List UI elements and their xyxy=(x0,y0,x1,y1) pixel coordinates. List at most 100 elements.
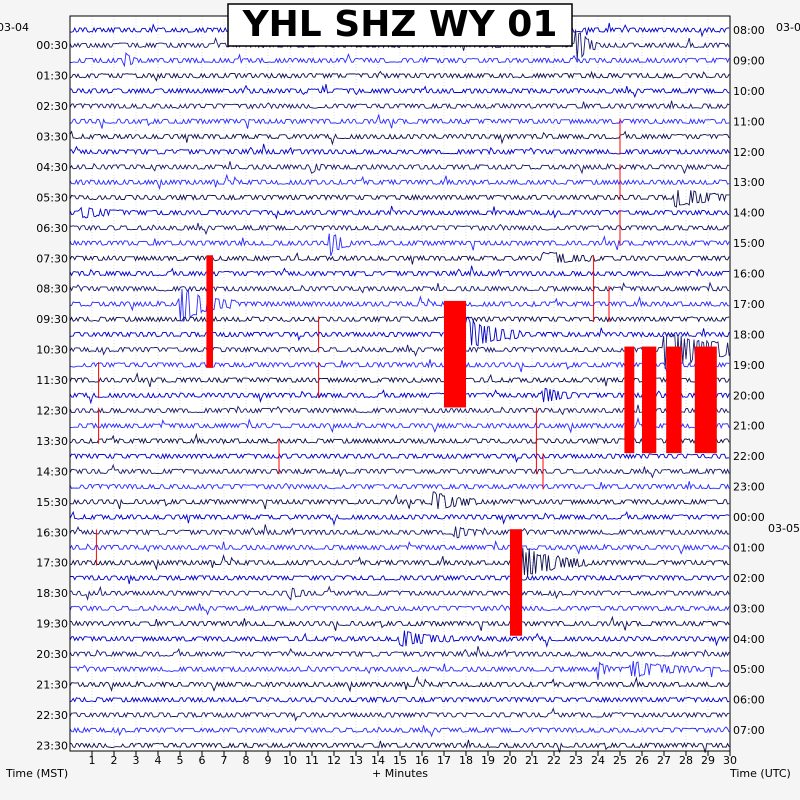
right-time-label: 04:00 xyxy=(733,633,765,646)
trace-line xyxy=(69,574,730,585)
left-time-label: 16:30 xyxy=(36,526,68,539)
left-time-label: 20:30 xyxy=(36,648,68,661)
trace-line xyxy=(70,615,730,631)
left-time-label: 02:30 xyxy=(36,100,68,113)
right-time-label: 16:00 xyxy=(733,268,765,281)
right-time-label: 21:00 xyxy=(733,420,765,433)
trace-line xyxy=(69,372,730,388)
x-tick-label: 23 xyxy=(569,754,583,767)
x-tick-label: 19 xyxy=(481,754,495,767)
right-time-label: 06:00 xyxy=(733,694,765,707)
trace-line xyxy=(69,205,730,220)
trace-line xyxy=(69,130,730,146)
left-time-label: 08:30 xyxy=(36,283,68,296)
trace-line xyxy=(69,725,730,738)
trace-line xyxy=(69,222,730,236)
left-time-label: 19:30 xyxy=(36,618,68,631)
x-tick-label: 14 xyxy=(371,754,385,767)
right-time-label: 18:00 xyxy=(733,328,765,341)
right-time-label: 09:00 xyxy=(733,54,765,67)
x-tick-label: 4 xyxy=(155,754,162,767)
right-time-label: 11:00 xyxy=(733,115,765,128)
left-time-label: 17:30 xyxy=(36,557,68,570)
right-time-label: 13:00 xyxy=(733,176,765,189)
trace-line xyxy=(69,675,730,693)
left-time-label: 23:30 xyxy=(36,739,68,752)
x-tick-label: 15 xyxy=(393,754,407,767)
left-time-label: 03:30 xyxy=(36,131,68,144)
trace-line xyxy=(69,585,730,602)
left-time-label: 12:30 xyxy=(36,405,68,418)
x-tick-label: 10 xyxy=(283,754,297,767)
x-tick-label: 9 xyxy=(265,754,272,767)
trace-line xyxy=(69,70,730,82)
trace-line xyxy=(69,661,730,680)
trace-line xyxy=(69,100,730,110)
trace-line xyxy=(69,739,730,753)
x-tick-label: 6 xyxy=(199,754,206,767)
right-time-label: 15:00 xyxy=(733,237,765,250)
x-tick-label: 16 xyxy=(415,754,429,767)
left-time-label: 00:30 xyxy=(36,39,68,52)
trace-line xyxy=(69,540,730,555)
trace-line xyxy=(69,143,730,156)
left-time-label: 09:30 xyxy=(36,313,68,326)
minute-grid xyxy=(91,16,709,751)
trace-line xyxy=(69,696,730,704)
right-time-labels: 08:00 09:00 10:00 11:00 12:00 13:00 14:00 15:00… xyxy=(733,24,765,737)
right-time-label: 07:00 xyxy=(733,724,765,737)
trace-line xyxy=(69,251,730,265)
trace-line xyxy=(69,547,730,581)
trace-line xyxy=(69,524,730,539)
right-time-label: 22:00 xyxy=(733,450,765,463)
x-tick-label: 25 xyxy=(613,754,627,767)
trace-line xyxy=(69,315,730,323)
left-time-labels: 00:30 01:30 02:30 03:30 04:30 05:30 06:30 07:30… xyxy=(36,39,68,752)
trace-line xyxy=(69,265,730,278)
trace-line xyxy=(69,359,730,373)
trace-line xyxy=(69,233,730,257)
date-right-mid: 03-05 xyxy=(768,522,800,535)
left-time-label: 11:30 xyxy=(36,374,68,387)
date-right-top: 03-0 xyxy=(776,21,800,34)
right-axis-title: Time (UTC) xyxy=(729,767,791,780)
right-time-label: 03:00 xyxy=(733,602,765,615)
right-time-label: 12:00 xyxy=(733,146,765,159)
trace-line xyxy=(69,646,730,658)
x-tick-label: 27 xyxy=(657,754,671,767)
right-time-label: 01:00 xyxy=(733,541,765,554)
title-box xyxy=(227,3,573,47)
x-tick-label: 29 xyxy=(701,754,715,767)
clipped-block xyxy=(444,300,466,408)
x-tick-label: 20 xyxy=(503,754,517,767)
left-time-label: 10:30 xyxy=(36,344,68,357)
trace-line xyxy=(70,52,730,68)
trace-line xyxy=(69,161,730,175)
left-time-label: 21:30 xyxy=(36,678,68,691)
trace-line xyxy=(69,29,730,61)
right-time-label: 00:00 xyxy=(733,511,765,524)
trace-line xyxy=(69,288,730,322)
x-tick-label: 12 xyxy=(327,754,341,767)
clipped-block xyxy=(694,346,717,454)
left-time-label: 15:30 xyxy=(36,496,68,509)
trace-line xyxy=(69,173,730,191)
x-tick-label: 1 xyxy=(89,754,96,767)
x-tick-labels: 1 2 3 4 5 6 7 8 9 10 11 12 13 14 15 16 17 18 19 20 21 22 23 24 2… xyxy=(89,751,737,767)
x-tick-label: 8 xyxy=(243,754,250,767)
left-time-label: 05:30 xyxy=(36,191,68,204)
x-tick-label: 17 xyxy=(437,754,451,767)
left-time-label: 04:30 xyxy=(36,161,68,174)
right-time-label: 19:00 xyxy=(733,359,765,372)
right-time-label: 20:00 xyxy=(733,389,765,402)
left-time-label: 18:30 xyxy=(36,587,68,600)
left-time-label: 22:30 xyxy=(36,709,68,722)
trace-line xyxy=(70,84,730,99)
traces xyxy=(69,22,730,753)
x-tick-label: 30 xyxy=(723,754,737,767)
trace-line xyxy=(69,417,730,434)
chart-title: YHL SHZ WY 01 xyxy=(242,4,558,45)
left-time-label: 07:30 xyxy=(36,252,68,265)
trace-line xyxy=(69,281,730,294)
